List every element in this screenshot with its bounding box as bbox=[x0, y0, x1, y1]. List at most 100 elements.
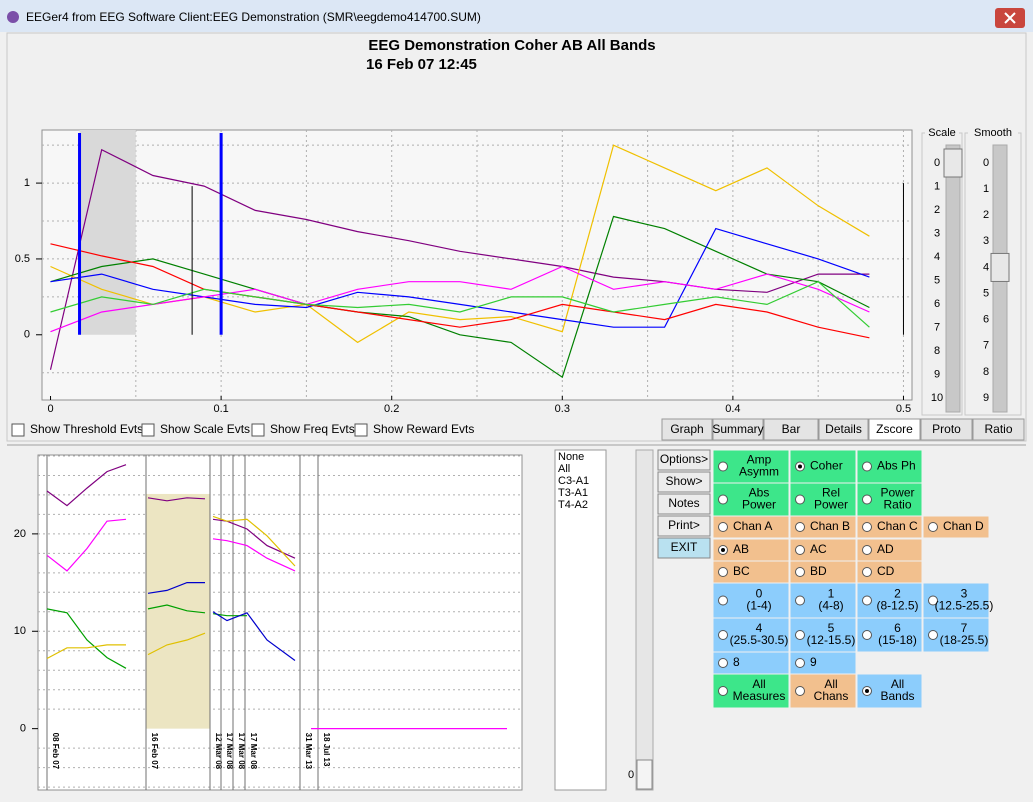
y-tick-label: 0.5 bbox=[15, 253, 30, 265]
radio[interactable] bbox=[795, 686, 805, 696]
option-cell[interactable] bbox=[922, 515, 990, 539]
series-line bbox=[50, 215, 870, 379]
list-item[interactable]: C3-A1 bbox=[558, 475, 589, 487]
checkbox[interactable] bbox=[251, 423, 265, 437]
radio[interactable] bbox=[718, 630, 728, 640]
session-label: 17 Mar 08 bbox=[225, 733, 234, 770]
scrollbar-thumb[interactable] bbox=[636, 759, 653, 790]
radio[interactable] bbox=[862, 522, 872, 532]
series-line bbox=[147, 582, 296, 661]
tab[interactable] bbox=[972, 418, 1025, 441]
checkbox[interactable] bbox=[354, 423, 368, 437]
option-label: (1-4) bbox=[746, 599, 771, 613]
session-label: 08 Feb 07 bbox=[51, 733, 60, 770]
checkbox-label: Show Threshold Evts bbox=[30, 422, 143, 436]
radio[interactable] bbox=[795, 658, 805, 668]
shaded-range bbox=[79, 130, 136, 335]
slider-thumb[interactable] bbox=[943, 148, 963, 178]
option-label: All bbox=[824, 677, 837, 691]
button[interactable] bbox=[657, 471, 711, 493]
tab[interactable] bbox=[712, 418, 764, 441]
list-item[interactable]: All bbox=[558, 463, 570, 475]
radio[interactable] bbox=[795, 545, 805, 555]
option-cell[interactable] bbox=[789, 515, 857, 539]
radio[interactable] bbox=[862, 595, 872, 606]
checkbox-label: Show Freq Evts bbox=[270, 422, 355, 436]
radio[interactable] bbox=[718, 522, 728, 532]
slider-tick-label: 9 bbox=[983, 392, 989, 404]
radio[interactable] bbox=[718, 494, 728, 505]
option-label: 8 bbox=[733, 655, 740, 669]
radio[interactable] bbox=[928, 522, 938, 532]
button[interactable] bbox=[657, 515, 711, 537]
radio[interactable] bbox=[718, 595, 728, 606]
slider-label: Scale bbox=[928, 127, 956, 139]
button-label: Show> bbox=[665, 474, 702, 488]
radio[interactable] bbox=[795, 567, 805, 577]
radio[interactable] bbox=[718, 658, 728, 668]
option-label: (4-8) bbox=[818, 599, 843, 613]
radio[interactable] bbox=[928, 595, 938, 606]
button[interactable] bbox=[657, 537, 711, 559]
list-item[interactable]: None bbox=[558, 451, 584, 463]
tab[interactable] bbox=[661, 418, 713, 441]
tab[interactable] bbox=[868, 418, 921, 441]
session-label: 17 Mar 08 bbox=[237, 733, 246, 770]
channel-listbox bbox=[554, 449, 607, 791]
slider-tick-label: 4 bbox=[983, 261, 989, 273]
radio[interactable] bbox=[795, 595, 805, 606]
option-label: 2 bbox=[894, 587, 901, 601]
option-cell[interactable] bbox=[856, 515, 923, 539]
slider-tick-label: 1 bbox=[934, 180, 940, 192]
radio[interactable] bbox=[862, 630, 872, 640]
radio[interactable] bbox=[718, 686, 728, 696]
option-label: (12-15.5) bbox=[807, 633, 856, 647]
slider-tick-label: 7 bbox=[983, 340, 989, 352]
list-item[interactable]: T4-A2 bbox=[558, 499, 588, 511]
slider-track bbox=[945, 144, 961, 413]
close-icon bbox=[1004, 12, 1016, 24]
option-label: Abs bbox=[749, 486, 770, 500]
tab[interactable] bbox=[920, 418, 973, 441]
radio[interactable] bbox=[862, 545, 872, 555]
checkbox[interactable] bbox=[141, 423, 155, 437]
button[interactable] bbox=[657, 493, 711, 515]
checkbox[interactable] bbox=[11, 423, 25, 437]
tab[interactable] bbox=[763, 418, 819, 441]
radio[interactable] bbox=[862, 461, 872, 472]
radio[interactable] bbox=[928, 630, 938, 640]
radio[interactable] bbox=[862, 494, 872, 505]
slider-thumb[interactable] bbox=[990, 252, 1010, 282]
slider-tick-label: 10 bbox=[931, 392, 943, 404]
option-label: Amp bbox=[747, 453, 772, 467]
option-label: 6 bbox=[894, 621, 901, 635]
button[interactable] bbox=[657, 449, 711, 471]
window-title: EEGer4 from EEG Software Client:EEG Demo… bbox=[26, 10, 481, 24]
radio[interactable] bbox=[795, 522, 805, 532]
list-item[interactable]: T3-A1 bbox=[558, 487, 588, 499]
option-label: Rel bbox=[822, 486, 840, 500]
slider-tick-label: 2 bbox=[934, 204, 940, 216]
option-label: (25.5-30.5) bbox=[730, 633, 789, 647]
option-cell[interactable] bbox=[789, 673, 857, 709]
slider-tick-label: 8 bbox=[934, 345, 940, 357]
tab[interactable] bbox=[818, 418, 869, 441]
radio[interactable] bbox=[718, 567, 728, 577]
series-line bbox=[49, 148, 870, 370]
series-line bbox=[50, 265, 870, 333]
radio[interactable] bbox=[795, 494, 805, 505]
option-label: Power bbox=[814, 498, 848, 512]
option-label: CD bbox=[877, 564, 895, 578]
option-label: (18-25.5) bbox=[940, 633, 989, 647]
x-tick-label: 0.2 bbox=[384, 403, 399, 415]
radio[interactable] bbox=[718, 461, 728, 472]
x-tick-label: 0.1 bbox=[213, 403, 228, 415]
option-cell[interactable] bbox=[856, 449, 923, 484]
scrollbar-track bbox=[635, 449, 654, 791]
radio[interactable] bbox=[795, 630, 805, 640]
option-cell[interactable] bbox=[712, 515, 790, 539]
scrollbar-value: 0 bbox=[628, 769, 634, 781]
slider-label: Smooth bbox=[974, 127, 1012, 139]
radio[interactable] bbox=[862, 567, 872, 577]
